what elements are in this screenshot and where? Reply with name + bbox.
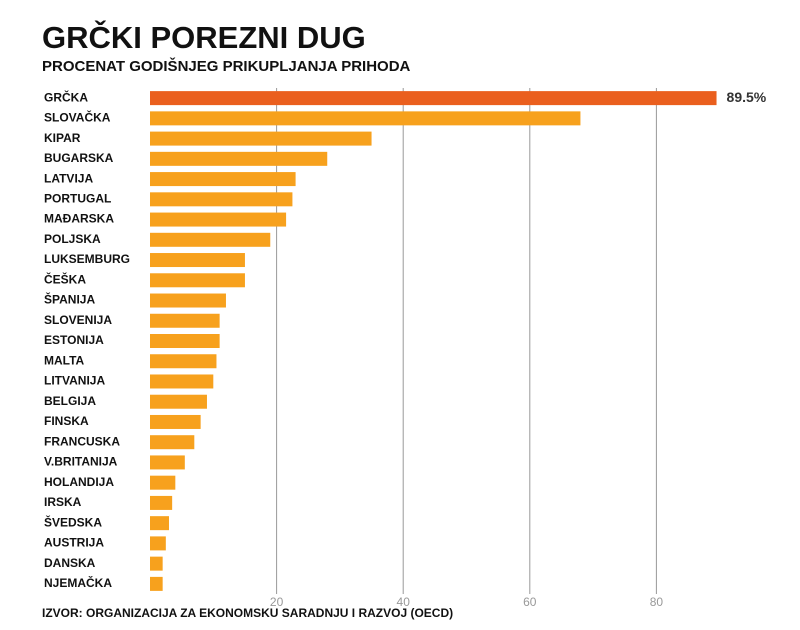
y-tick-label: LATVIJA [44, 171, 93, 185]
y-tick-label: SLOVAČKA [44, 110, 111, 125]
bar [150, 172, 296, 187]
bar [150, 273, 245, 288]
bar [150, 131, 372, 146]
y-tick-label: DANSKA [44, 556, 96, 570]
bar [150, 475, 176, 490]
bar [150, 212, 287, 227]
bar [150, 334, 220, 348]
y-tick-label: POLJSKA [44, 232, 101, 246]
bar [150, 293, 226, 308]
chart-title: GRČKI POREZNI DUG [42, 19, 366, 55]
value-label: 89.5% [727, 89, 767, 105]
bar [150, 374, 214, 389]
y-tick-label: PORTUGAL [44, 191, 111, 205]
y-tick-label: V.BRITANIJA [44, 455, 118, 469]
x-tick-label: 20 [270, 595, 284, 609]
bar [150, 151, 328, 166]
y-tick-label: GRČKA [44, 89, 88, 104]
bar [150, 576, 163, 591]
y-tick-label: AUSTRIJA [44, 536, 104, 550]
bar [150, 192, 293, 207]
bar [150, 253, 245, 268]
x-tick-label: 40 [397, 595, 411, 609]
bar [150, 435, 195, 450]
y-tick-label: ČEŠKA [44, 271, 86, 286]
bar [150, 394, 207, 409]
y-tick-label: BELGIJA [44, 394, 96, 408]
bar [150, 495, 173, 510]
y-tick-label: MAĐARSKA [44, 212, 114, 226]
y-tick-label: LITVANIJA [44, 374, 105, 388]
y-tick-label: IRSKA [44, 495, 82, 509]
bar [150, 556, 163, 571]
bar [150, 91, 717, 106]
source-note: IZVOR: ORGANIZACIJA ZA EKONOMSKU SARADNJ… [42, 606, 453, 620]
x-tick-label: 60 [523, 595, 537, 609]
y-tick-label: FINSKA [44, 414, 89, 428]
x-tick-label: 80 [650, 595, 664, 609]
bar [150, 536, 166, 551]
y-tick-label: ŠPANIJA [44, 292, 95, 307]
y-tick-label: FRANCUSKA [44, 434, 120, 448]
y-tick-label: NJEMAČKA [44, 575, 112, 590]
bar [150, 516, 169, 531]
y-tick-label: KIPAR [44, 131, 81, 145]
bar [150, 313, 220, 328]
y-tick-label: HOLANDIJA [44, 475, 114, 489]
bar [150, 232, 271, 247]
y-tick-label: ŠVEDSKA [44, 514, 102, 529]
y-tick-label: SLOVENIJA [44, 313, 112, 327]
bar [150, 354, 217, 369]
bar [150, 414, 201, 429]
bar [150, 455, 185, 470]
chart-subtitle: PROCENAT GODIŠNJEG PRIKUPLJANJA PRIHODA [42, 57, 411, 75]
y-tick-label: LUKSEMBURG [44, 252, 130, 266]
y-tick-label: MALTA [44, 353, 85, 367]
y-tick-label: BUGARSKA [44, 151, 114, 165]
bar [150, 111, 581, 126]
y-tick-label: ESTONIJA [44, 333, 104, 347]
